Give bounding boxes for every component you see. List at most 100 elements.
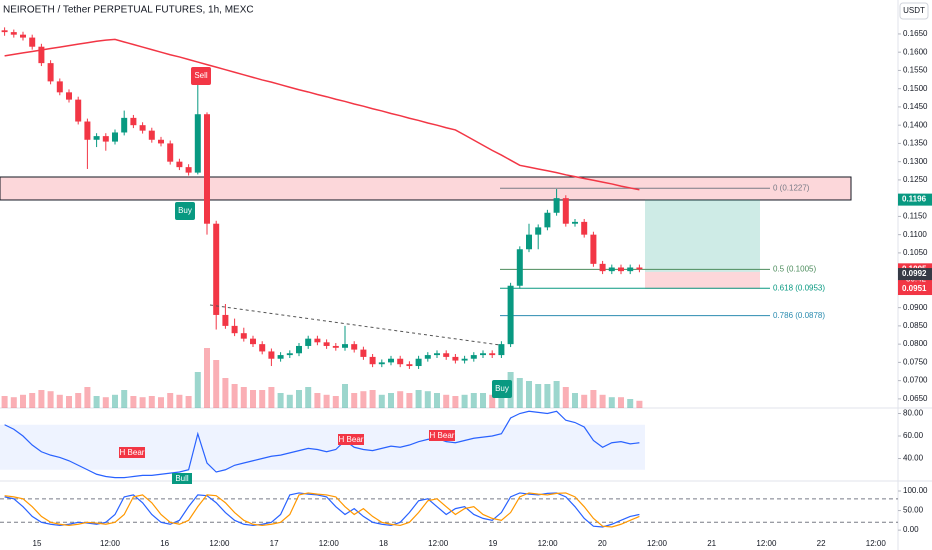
label-box (338, 434, 364, 445)
volume-bar (112, 394, 118, 408)
candle-body (526, 234, 532, 250)
volume-bar (480, 393, 486, 408)
x-tick-label: 12:00 (756, 539, 777, 548)
candle-body (342, 344, 348, 348)
signal-label: Sell (194, 71, 208, 80)
x-tick-label: 12:00 (319, 539, 340, 548)
moving-average (4, 38, 640, 191)
volume-bar (314, 393, 321, 408)
volume-bar (388, 393, 394, 408)
y-tick-label: 0.1600 (903, 47, 928, 56)
y-tick-label: 50.00 (903, 506, 924, 515)
candle-body (259, 344, 266, 352)
volume-bar (47, 391, 54, 408)
volume-bar (424, 391, 431, 408)
candle-body (240, 333, 247, 339)
price-tag-label: 0.0951 (902, 284, 927, 293)
y-tick-label: 0.1350 (903, 139, 928, 148)
volume-bar (434, 393, 440, 408)
candle-body (572, 221, 578, 224)
y-tick-label: 0.1550 (903, 66, 928, 75)
price-tag-label: 0.1196 (902, 195, 927, 204)
label-box (429, 430, 455, 441)
signal-label: Buy (495, 384, 509, 393)
volume-bar (231, 384, 238, 408)
candle-body (461, 358, 468, 361)
volume-bar (397, 391, 404, 408)
candle-body (38, 46, 45, 64)
volume-bar (139, 397, 146, 408)
volume-bar (636, 400, 643, 408)
y-tick-label: 0.00 (903, 525, 919, 534)
x-tick-label: 12:00 (647, 539, 668, 548)
candle-body (185, 167, 192, 173)
candle-body (507, 285, 514, 345)
volume-bar (553, 381, 560, 408)
volume-bar (240, 387, 247, 408)
volume-bar (148, 396, 155, 408)
currency[interactable]: USDT (903, 6, 925, 15)
price-tag-label: 0.0992 (902, 269, 927, 278)
candle-body (406, 364, 413, 367)
y-tick-label: 0.1500 (903, 84, 928, 93)
x-tick-label: 17 (270, 539, 279, 548)
x-tick-label: 12:00 (100, 539, 121, 548)
volume-bar (185, 396, 192, 408)
x-tick-label: 12:00 (866, 539, 887, 548)
y-tick-label: 0.0650 (903, 394, 928, 403)
price-tag (898, 193, 932, 206)
candle-body (516, 249, 523, 286)
volume-bar (10, 397, 17, 408)
candle-body (378, 362, 385, 365)
volume-bar (66, 396, 72, 408)
sell-box (191, 67, 211, 85)
label-text: H Bear (339, 435, 364, 444)
candle-body (222, 314, 229, 326)
y-tick-label: 0.1100 (903, 230, 927, 239)
volume-bar (378, 394, 385, 408)
volume-bar (535, 384, 542, 408)
price-tag (898, 283, 932, 296)
volume-bar (323, 394, 330, 408)
candle-body (618, 267, 624, 272)
rsi-band (0, 424, 645, 470)
candle-body (10, 32, 17, 35)
candle-body (20, 34, 26, 38)
trendline (209, 304, 501, 346)
candle-body (204, 114, 210, 224)
chart-title: NEIROETH / Tether PERPETUAL FUTURES, 1h,… (3, 5, 254, 16)
volume-bar (461, 394, 468, 408)
volume-bar (277, 393, 284, 408)
volume-bar (158, 397, 164, 408)
candle-body (148, 130, 155, 140)
price-tag (898, 268, 932, 281)
rsi-label: Bull (172, 473, 192, 484)
volume-bar (415, 390, 422, 408)
volume-bar (29, 393, 36, 408)
x-tick-label: 12:00 (538, 539, 559, 548)
candle-body (286, 353, 293, 356)
candle-body (424, 355, 431, 359)
resistance-zone (0, 176, 852, 201)
volume-bar (360, 391, 367, 408)
volume-bar (20, 394, 26, 408)
indicator-line (4, 410, 640, 479)
rsi-label: H Bear (429, 430, 455, 441)
volume-bar (121, 390, 128, 408)
candle-body (562, 198, 569, 224)
label-box (172, 473, 192, 484)
y-tick-label: 0.1150 (903, 212, 927, 221)
candle-body (470, 355, 477, 359)
candle-body (268, 351, 275, 359)
volume-bar (305, 387, 312, 408)
volume-bar (562, 387, 569, 408)
buy-signal: Buy (492, 380, 512, 398)
currency-box[interactable] (899, 2, 929, 20)
volume-bar (581, 394, 588, 408)
candle-body (176, 161, 183, 168)
x-tick-label: 21 (707, 539, 716, 548)
candle-body (66, 92, 72, 100)
